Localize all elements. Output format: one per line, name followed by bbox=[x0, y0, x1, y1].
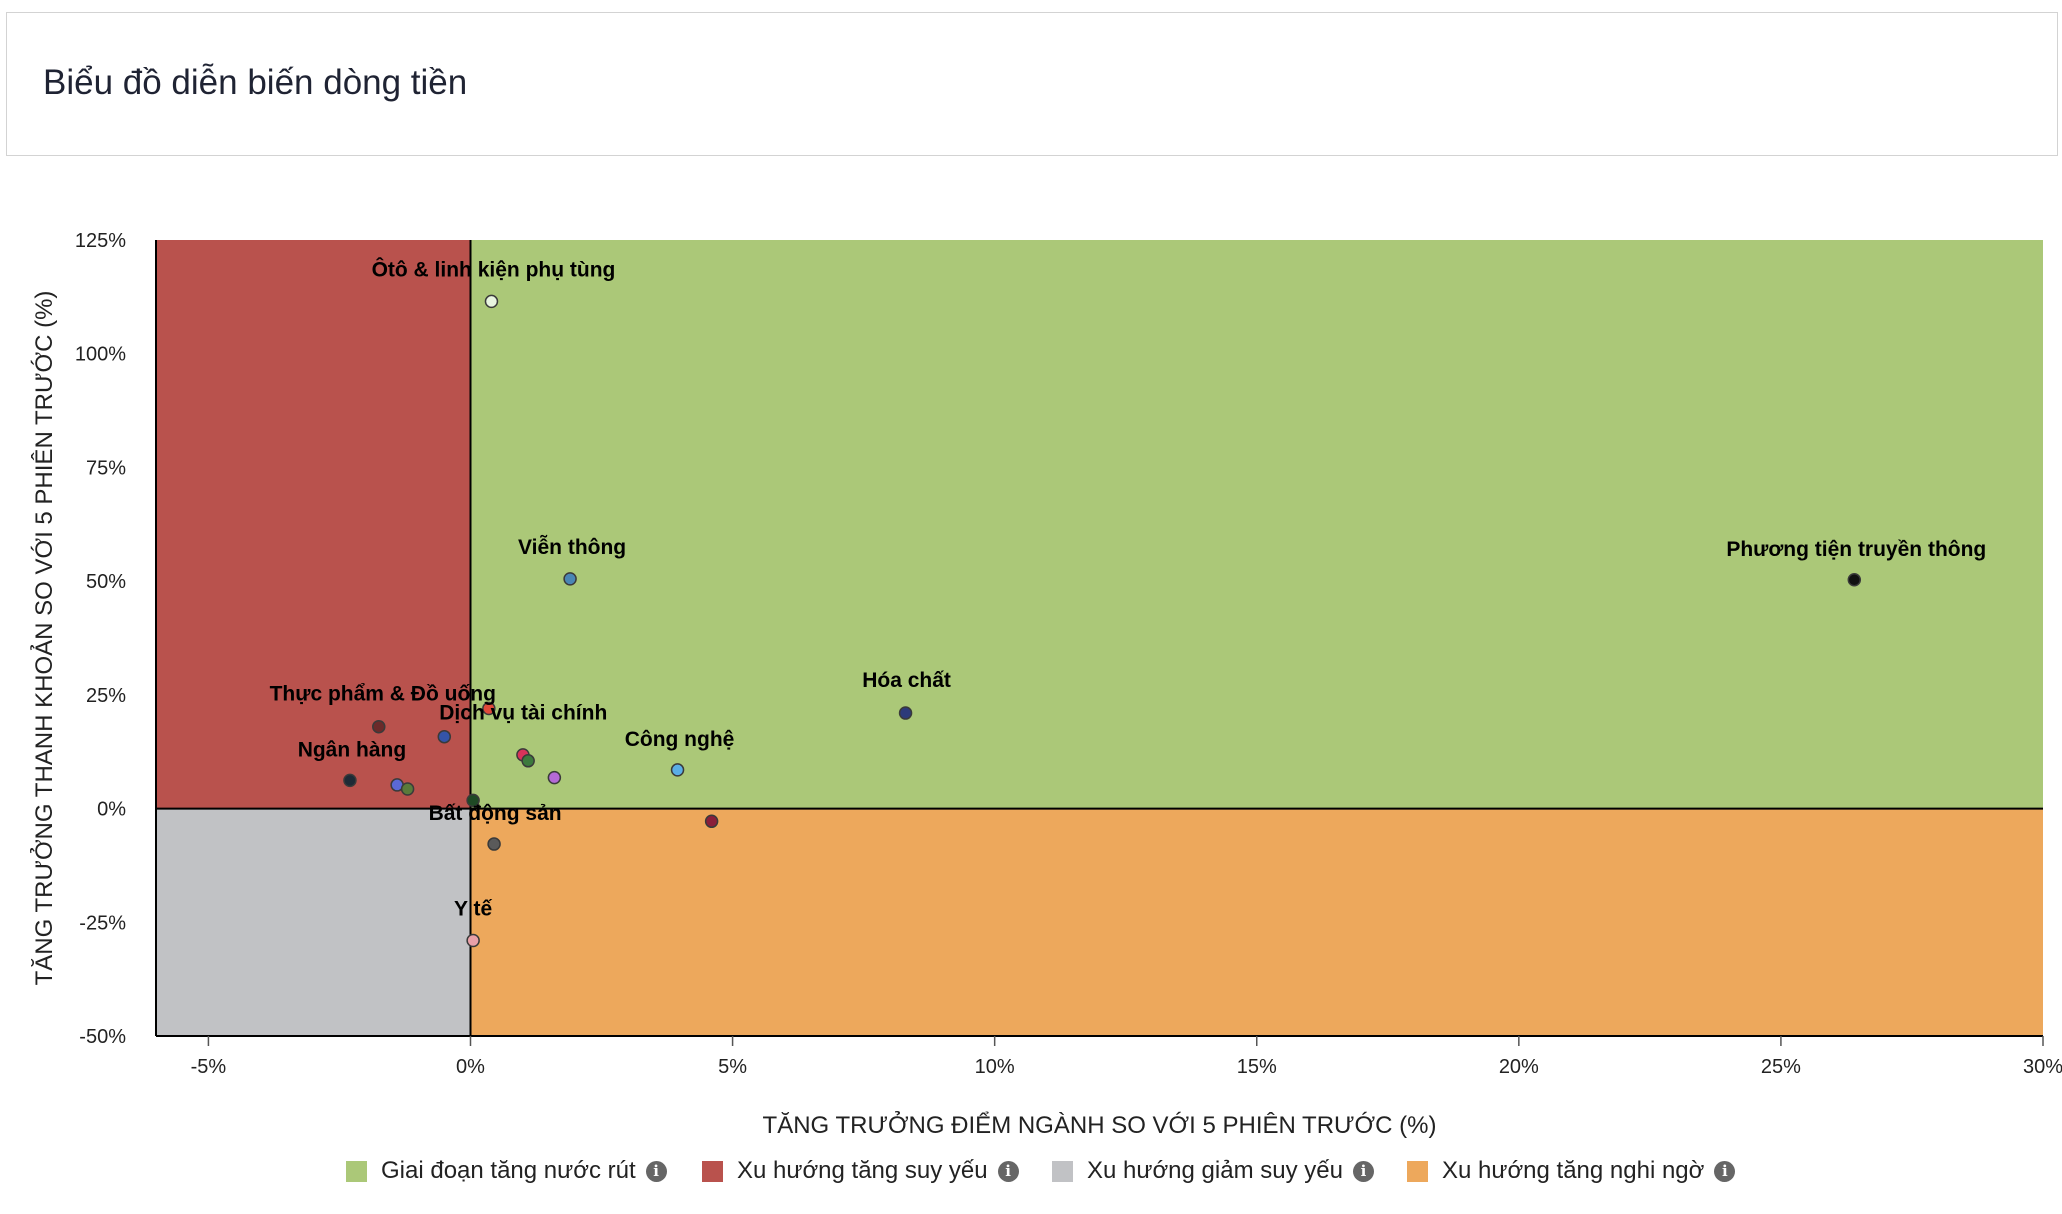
data-point[interactable] bbox=[563, 572, 577, 586]
x-axis-title: TĂNG TRƯỞNG ĐIỂM NGÀNH SO VỚI 5 PHIÊN TR… bbox=[763, 1110, 1437, 1139]
legend-item-weakening-uptrend[interactable]: Xu hướng tăng suy yếu i bbox=[702, 1153, 1019, 1189]
x-tick-label: 0% bbox=[456, 1056, 485, 1078]
data-label: Phương tiện truyền thông bbox=[1726, 538, 1986, 561]
legend-swatch bbox=[346, 1160, 367, 1182]
data-point[interactable] bbox=[466, 933, 480, 948]
y-tick-label: 25% bbox=[86, 685, 126, 707]
y-tick-label: 0% bbox=[97, 799, 126, 821]
legend-item-weakening-downtrend[interactable]: Xu hướng giảm suy yếu i bbox=[1052, 1153, 1374, 1189]
page-title: Biểu đồ diễn biến dòng tiền bbox=[43, 63, 468, 102]
x-tick-label: 30% bbox=[2023, 1056, 2062, 1078]
legend-swatch bbox=[702, 1160, 723, 1182]
data-label: Dịch vụ tài chính bbox=[439, 702, 607, 725]
legend-label: Xu hướng tăng suy yếu bbox=[737, 1157, 988, 1184]
y-tick-label: 75% bbox=[86, 457, 126, 479]
data-label: Hóa chất bbox=[862, 669, 951, 692]
data-label: Viễn thông bbox=[518, 535, 626, 559]
y-tick-label: -25% bbox=[79, 912, 126, 934]
data-point[interactable] bbox=[482, 701, 496, 716]
legend-swatch bbox=[1407, 1160, 1428, 1182]
legend-label: Xu hướng tăng nghi ngờ bbox=[1442, 1157, 1705, 1184]
quadrant-region-4 bbox=[470, 808, 2043, 1036]
x-tick-label: 25% bbox=[1761, 1056, 1801, 1078]
data-point[interactable] bbox=[437, 729, 452, 744]
x-tick-label: 20% bbox=[1499, 1056, 1539, 1078]
legend-item-sprint-phase[interactable]: Giai đoạn tăng nước rút i bbox=[346, 1153, 667, 1189]
y-tick-label: 50% bbox=[86, 571, 126, 593]
data-point[interactable] bbox=[1847, 573, 1862, 587]
data-label: Ôtô & linh kiện phụ tùng bbox=[372, 257, 616, 281]
data-label: Ngân hàng bbox=[298, 738, 407, 761]
info-icon[interactable]: i bbox=[1714, 1160, 1736, 1182]
quadrant-region-1 bbox=[470, 240, 2043, 809]
data-point[interactable] bbox=[484, 294, 499, 309]
x-tick-label: -5% bbox=[191, 1056, 227, 1078]
data-label: Công nghệ bbox=[625, 728, 735, 751]
data-point[interactable] bbox=[400, 782, 415, 796]
y-axis-title: TĂNG TRƯỞNG THANH KHOẢN SO VỚI 5 PHIÊN T… bbox=[29, 291, 58, 986]
x-tick-label: 5% bbox=[718, 1056, 747, 1078]
y-tick-label: -50% bbox=[79, 1026, 126, 1048]
info-icon[interactable]: i bbox=[645, 1160, 667, 1182]
x-tick-label: 15% bbox=[1237, 1056, 1277, 1078]
legend-item-doubtful-uptrend[interactable]: Xu hướng tăng nghi ngờ i bbox=[1407, 1153, 1736, 1189]
data-label: Thực phẩm & Đồ uống bbox=[270, 683, 496, 706]
data-point[interactable] bbox=[487, 837, 501, 851]
legend-label: Giai đoạn tăng nước rút bbox=[381, 1157, 636, 1184]
y-tick-label: 100% bbox=[75, 344, 126, 366]
data-label: Y tế bbox=[454, 897, 492, 920]
data-point[interactable] bbox=[898, 706, 913, 720]
quadrant-region-3 bbox=[156, 808, 471, 1036]
data-label: Bất động sản bbox=[429, 802, 562, 825]
legend-label: Xu hướng giảm suy yếu bbox=[1087, 1157, 1343, 1184]
chart-header: Biểu đồ diễn biến dòng tiền bbox=[6, 12, 2058, 156]
quadrant-region-2 bbox=[156, 240, 471, 809]
info-icon[interactable]: i bbox=[997, 1160, 1019, 1182]
data-point[interactable] bbox=[343, 773, 357, 788]
chart-legend: Giai đoạn tăng nước rút i Xu hướng tăng … bbox=[0, 1153, 2062, 1189]
data-point[interactable] bbox=[670, 763, 685, 777]
y-tick-label: 125% bbox=[75, 230, 126, 252]
scatter-chart: -5% 0% 5% 10% 15% 20% 25% 30% -50% -25% 0% 25% 50% 75… bbox=[29, 230, 2062, 1139]
data-point[interactable] bbox=[372, 719, 386, 734]
info-icon[interactable]: i bbox=[1352, 1160, 1374, 1182]
data-point[interactable] bbox=[704, 814, 719, 829]
data-point[interactable] bbox=[521, 754, 535, 768]
legend-swatch bbox=[1052, 1160, 1073, 1182]
data-point[interactable] bbox=[466, 793, 480, 808]
x-tick-label: 10% bbox=[975, 1056, 1015, 1078]
data-point[interactable] bbox=[547, 770, 562, 785]
